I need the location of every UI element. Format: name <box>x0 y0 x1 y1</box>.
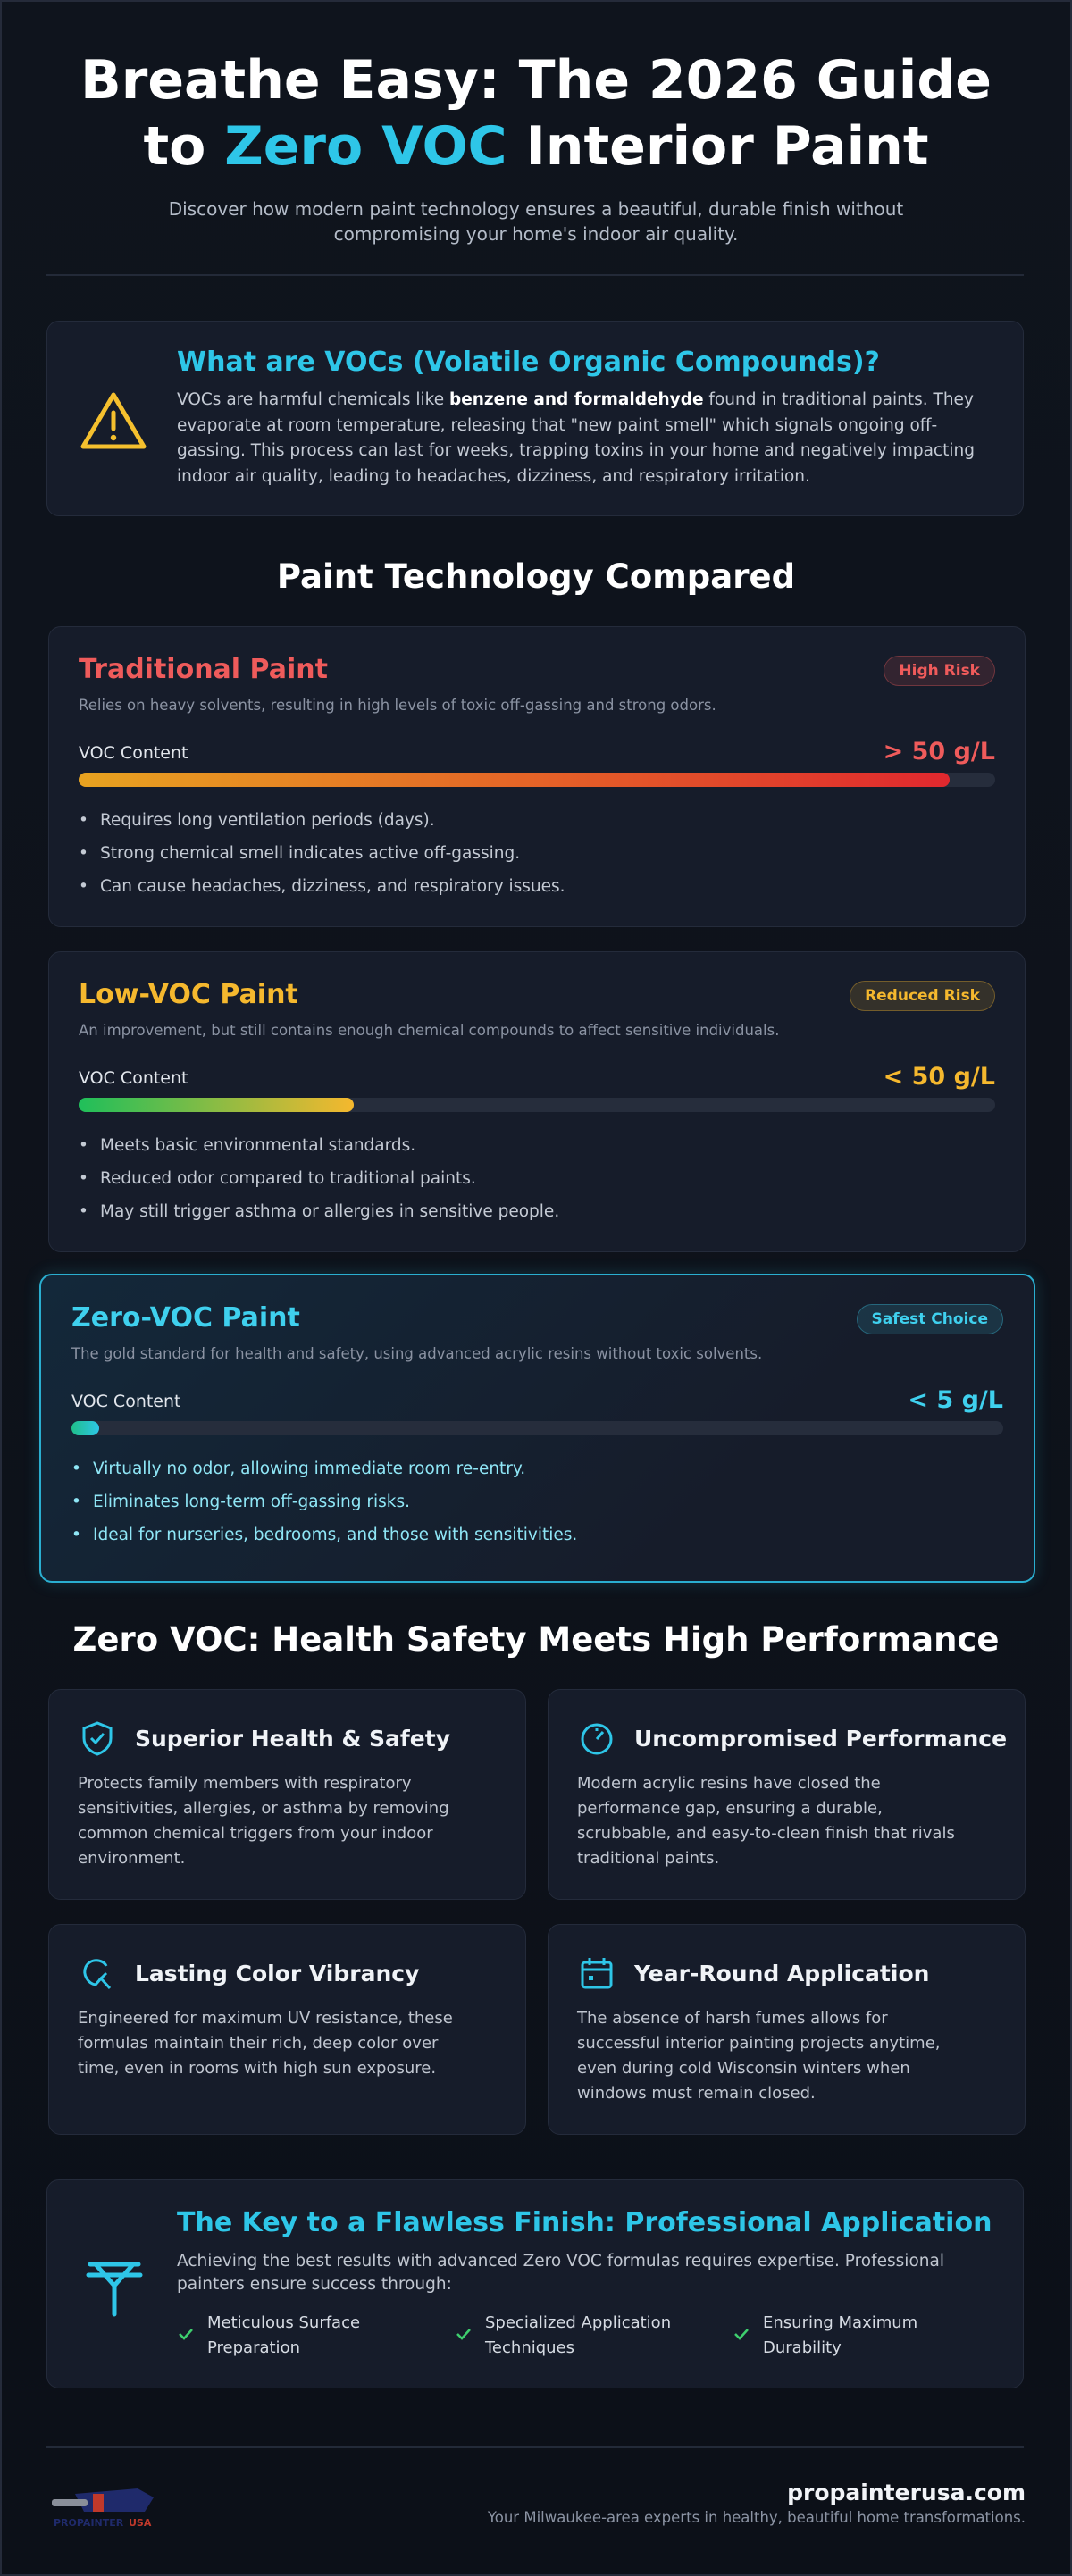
point: Strong chemical smell indicates active o… <box>100 837 565 870</box>
meter-fill <box>79 773 950 787</box>
meter-fill <box>71 1421 100 1435</box>
check-icon <box>456 2329 471 2340</box>
paint-name: Zero-VOC Paint <box>71 1302 300 1334</box>
point: Virtually no odor, allowing immediate ro… <box>93 1452 577 1485</box>
point-list: Virtually no odor, allowing immediate ro… <box>93 1452 577 1551</box>
divider <box>46 2446 1024 2448</box>
benefit-title: Uncompromised Performance <box>634 1726 1008 1752</box>
benefit-card: Year-Round Application The absence of har… <box>548 1924 1026 2135</box>
paint-name: Low-VOC Paint <box>79 979 298 1010</box>
section-title: Zero VOC: Health Safety Meets High Perfo… <box>72 1620 1000 1659</box>
logo: PROPAINTER USA <box>52 2488 154 2529</box>
logo-text: PROPAINTER <box>54 2517 124 2529</box>
meter-value: < 5 g/L <box>908 1386 1003 1414</box>
main-title: Breathe Easy: The 2026 Guide to Zero VOC … <box>2 47 1070 180</box>
paint-card: Zero-VOC Paint Safest Choice The gold stan… <box>39 1274 1035 1583</box>
title-highlight: Zero VOC <box>224 115 507 178</box>
paint-description: The gold standard for health and safety,… <box>71 1345 763 1362</box>
risk-badge: High Risk <box>884 656 995 686</box>
tagline: Your Milwaukee-area experts in healthy, … <box>487 2509 1026 2526</box>
benefit-text: Modern acrylic resins have closed the pe… <box>577 1774 955 1868</box>
check-icon <box>734 2329 749 2340</box>
divider <box>46 274 1024 276</box>
bold-text: benzene and formaldehyde <box>448 390 704 409</box>
pro-point: Meticulous Surface Preparation <box>207 2313 361 2357</box>
benefit-text: The absence of harsh fumes allows for su… <box>577 2009 941 2103</box>
meter-label: VOC Content <box>79 1068 188 1088</box>
benefit-card: Uncompromised Performance Modern acrylic … <box>548 1689 1026 1900</box>
check-icon <box>179 2329 193 2340</box>
point: Requires long ventilation periods (days)… <box>100 804 565 837</box>
intro-title: What are VOCs (Volatile Organic Compound… <box>177 347 880 378</box>
benefit-icon <box>83 1959 112 1990</box>
pro-icon <box>86 2262 143 2317</box>
point: Meets basic environmental standards. <box>100 1129 559 1162</box>
pro-text: Achieving the best results with advanced… <box>177 2252 944 2294</box>
benefit-icon <box>82 1721 113 1756</box>
benefit-card: Lasting Color Vibrancy Engineered for max… <box>48 1924 526 2135</box>
risk-badge: Safest Choice <box>856 1304 1003 1334</box>
paint-card: Traditional Paint High Risk Relies on heav… <box>48 626 1026 927</box>
point-list: Meets basic environmental standards.Redu… <box>100 1129 559 1228</box>
pro-point: Specialized Application Techniques <box>485 2313 672 2357</box>
paint-description: An improvement, but still contains enoug… <box>79 1022 780 1039</box>
point: Reduced odor compared to traditional pai… <box>100 1162 559 1195</box>
intro-text: VOCs are harmful chemicals like benzene … <box>177 388 999 489</box>
title-part: to <box>143 115 225 178</box>
point: Ideal for nurseries, bedrooms, and those… <box>93 1518 577 1551</box>
title-part: Interior Paint <box>507 115 929 178</box>
meter-fill <box>79 1098 354 1112</box>
intro-card: What are VOCs (Volatile Organic Compound… <box>46 321 1024 516</box>
point: Eliminates long-term off-gassing risks. <box>93 1485 577 1518</box>
pro-title: The Key to a Flawless Finish: Profession… <box>177 2207 992 2238</box>
benefit-text: Engineered for maximum UV resistance, th… <box>78 2009 453 2078</box>
benefit-icon <box>581 1723 613 1755</box>
logo-text: USA <box>129 2517 152 2529</box>
paint-name: Traditional Paint <box>79 654 328 685</box>
meter-label: VOC Content <box>79 743 188 763</box>
benefit-icon <box>581 1958 613 1989</box>
risk-badge: Reduced Risk <box>850 981 995 1011</box>
subtitle: Discover how modern paint technology ens… <box>168 198 904 245</box>
benefit-title: Year-Round Application <box>634 1961 930 1986</box>
text: VOCs are harmful chemicals like <box>177 390 449 409</box>
benefit-text: Protects family members with respiratory… <box>78 1774 449 1868</box>
text: found in traditional paints. They evapor… <box>177 390 975 486</box>
site: propainterusa.com <box>787 2480 1026 2505</box>
pro-card: The Key to a Flawless Finish: Profession… <box>46 2179 1024 2388</box>
benefit-card: Superior Health & Safety Protects family … <box>48 1689 526 1900</box>
meter-track <box>79 1098 995 1112</box>
warning-icon <box>80 392 147 449</box>
section-title: Paint Technology Compared <box>276 557 796 596</box>
point: Can cause headaches, dizziness, and resp… <box>100 870 565 903</box>
meter-label: VOC Content <box>71 1392 181 1411</box>
meter-value: < 50 g/L <box>883 1063 995 1091</box>
meter-value: > 50 g/L <box>883 738 995 765</box>
pro-point: Ensuring Maximum Durability <box>763 2313 918 2357</box>
benefit-title: Lasting Color Vibrancy <box>135 1961 420 1986</box>
meter-track <box>71 1421 1003 1435</box>
benefit-title: Superior Health & Safety <box>135 1726 450 1752</box>
paint-card: Low-VOC Paint Reduced Risk An improvement,… <box>48 951 1026 1252</box>
paint-description: Relies on heavy solvents, resulting in h… <box>79 697 716 714</box>
meter-track <box>79 773 995 787</box>
title-part: Breathe Easy: The 2026 Guide <box>80 49 992 112</box>
point: May still trigger asthma or allergies in… <box>100 1195 559 1228</box>
point-list: Requires long ventilation periods (days)… <box>100 804 565 903</box>
